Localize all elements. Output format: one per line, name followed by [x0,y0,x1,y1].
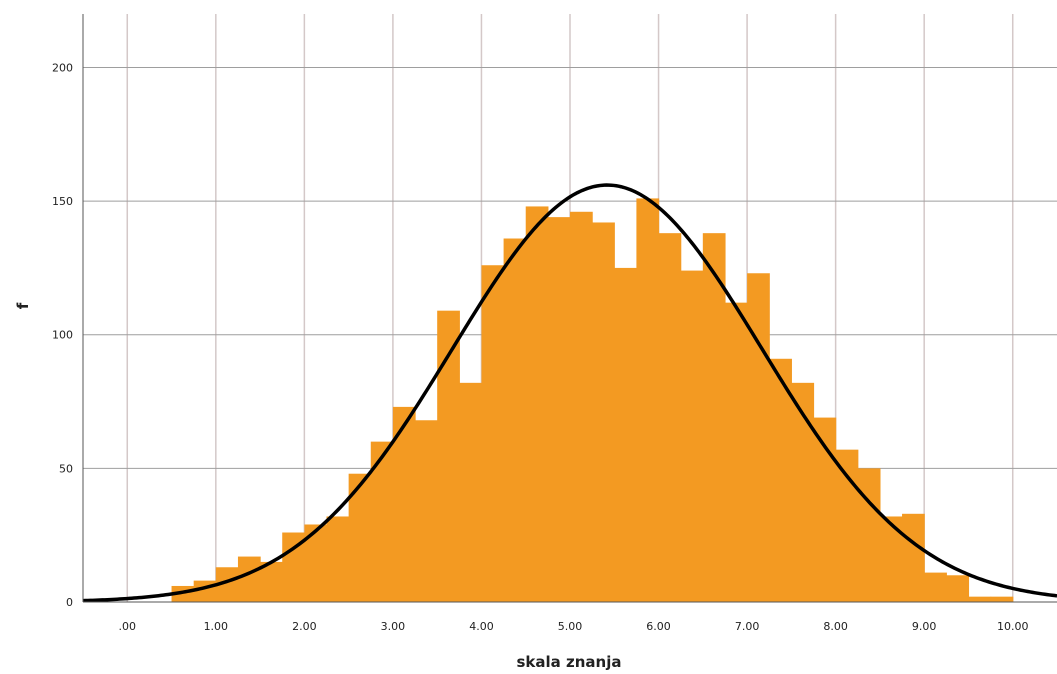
histogram-bar [547,217,571,603]
x-axis-title: skala znanja [517,653,622,671]
histogram-bar [968,596,992,602]
x-tick-label: .00 [119,620,137,633]
histogram-bar [370,441,394,602]
x-tick-label: 3.00 [381,620,406,633]
histogram-bar [702,233,726,602]
histogram-bar [879,516,903,602]
y-tick-label: 150 [52,195,73,208]
histogram-bar [437,310,460,602]
histogram-bar [636,198,660,602]
y-tick-label: 200 [52,61,73,74]
histogram-bar [658,233,682,602]
histogram-bar [525,206,549,602]
normal-curve-line [82,183,1057,603]
histogram-bar [791,382,815,602]
histogram-bar [326,516,350,602]
histogram-bar [415,420,438,602]
x-tick-label: 2.00 [292,620,317,633]
x-tick-label: 8.00 [823,620,848,633]
histogram-bar [946,575,970,602]
histogram-bar [813,417,837,602]
histogram-bar [592,222,615,603]
x-tick-label: 1.00 [204,620,229,633]
x-tick-label: 10.00 [997,620,1029,633]
y-axis-title: f [14,302,32,309]
histogram-bar [237,556,261,602]
histogram-bar [392,406,416,602]
histogram-bar [680,270,704,602]
histogram-bar [902,513,925,602]
x-tick-label: 9.00 [912,620,937,633]
histogram-bar [835,449,859,602]
histogram-bar [215,567,239,602]
y-tick-label: 0 [66,596,73,609]
histogram-bar [282,532,305,602]
histogram-bar [769,358,792,602]
tick-labels: .00 1.00 2.00 3.00 4.00 5.00 6.00 7.00 8.00 9.00 1… [52,61,1028,633]
histogram-bar [724,302,748,602]
x-tick-label: 4.00 [469,620,494,633]
histogram-bar [304,524,328,602]
histogram-bar [990,596,1014,602]
histogram-bar [260,561,283,602]
histogram-bar [747,273,770,602]
axes [82,14,1057,603]
histogram-bar [459,382,483,602]
histogram-bar [570,211,593,603]
histogram-bar [481,265,505,602]
histogram-bar [924,572,947,602]
normal-curve [82,183,1057,603]
y-tick-label: 100 [52,329,73,342]
x-tick-label: 6.00 [646,620,671,633]
x-tick-label: 7.00 [735,620,760,633]
histogram-bar [348,473,372,602]
histogram-bar [503,238,527,602]
histogram-bar [614,267,638,602]
histogram-bar [857,468,881,602]
x-tick-label: 5.00 [558,620,583,633]
y-tick-label: 50 [59,462,73,475]
histogram-bars [171,198,1014,603]
